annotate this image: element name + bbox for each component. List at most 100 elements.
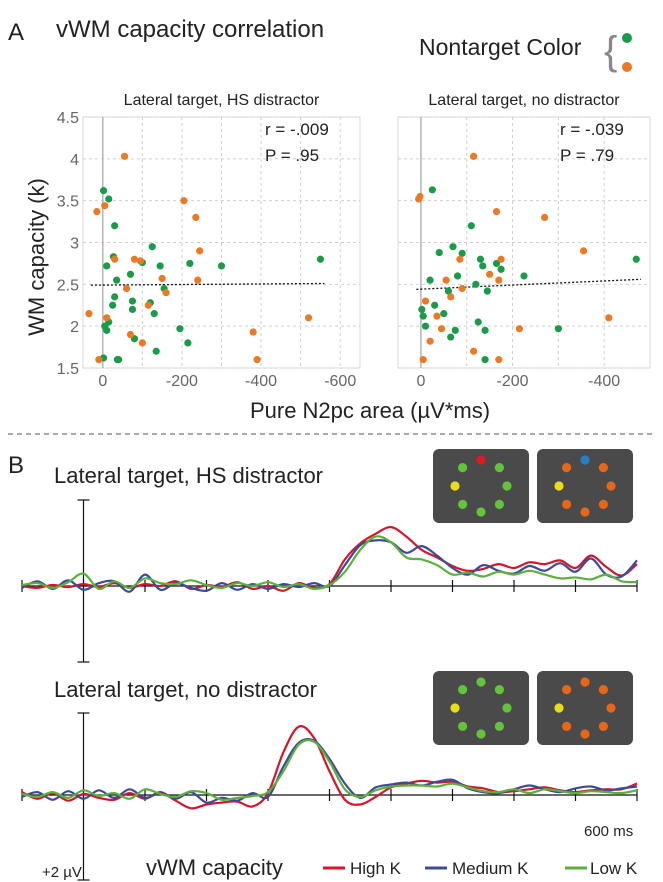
stimulus-dot [494, 499, 504, 509]
scatter-point-green [472, 280, 480, 288]
stat-p: P = .95 [265, 146, 319, 165]
scatter-point-orange [136, 257, 144, 265]
x-axis-label: Pure N2pc area (µV*ms) [250, 398, 490, 423]
scatter-point-orange [437, 325, 446, 333]
stimulus-dot [494, 721, 504, 731]
scatter-point-green [418, 305, 426, 314]
scatter-title: Lateral target, no distractor [428, 92, 620, 109]
y-tick-label: 1.5 [57, 361, 79, 378]
stimulus-dot [562, 463, 572, 473]
scatter-point-green [467, 222, 475, 230]
scatter-point-green [554, 325, 562, 333]
nontarget-color-label: Nontarget Color [419, 34, 582, 60]
scatter-point-orange [470, 152, 478, 160]
scatter-point-orange [495, 356, 503, 364]
erp-title-nodist: Lateral target, no distractor [54, 677, 317, 702]
stimulus-dot [580, 729, 590, 739]
scatter-point-orange [492, 207, 501, 216]
scatter-point-orange [421, 297, 430, 305]
stimulus-dot [450, 481, 460, 491]
scatter-point-green [316, 255, 325, 263]
panel-b-label: B [8, 452, 24, 479]
scatter-point-orange [497, 255, 505, 263]
scatter-point-green [483, 287, 491, 295]
stimulus-dot [580, 677, 590, 687]
stimulus-dot [502, 481, 512, 491]
stimulus-dot [476, 677, 486, 687]
tile-nodist-green [433, 671, 529, 745]
y-tick-label: 2.5 [57, 277, 79, 294]
scatter-point-orange [249, 328, 257, 336]
time-scale-label: 600 ms [584, 823, 633, 840]
scatter-point-orange [192, 213, 200, 221]
scatter-point-orange [541, 213, 549, 221]
scatter-point-orange [95, 356, 103, 364]
stimulus-dot [476, 507, 486, 517]
scatter-point-green [113, 276, 121, 284]
trend-line [90, 282, 325, 286]
scatter-point-orange [495, 276, 503, 284]
stimulus-dot [580, 507, 590, 517]
scatter-title: Lateral target, HS distractor [124, 92, 320, 109]
x-tick-label: 0 [416, 373, 425, 390]
nontarget-green-dot [622, 33, 632, 43]
scatter-point-green [128, 305, 137, 314]
scatter-point-orange [111, 255, 119, 263]
scatter-point-green [186, 259, 194, 268]
scatter-point-green [444, 287, 452, 295]
stimulus-dot [598, 721, 608, 731]
x-tick-label: -600 [324, 373, 356, 390]
nontarget-orange-dot [622, 62, 632, 72]
scatter-point-green [419, 312, 427, 320]
scatter-point-orange [138, 339, 146, 347]
panel-a-label: A [8, 19, 24, 46]
scatter-point-green [111, 222, 119, 230]
scatter-point-green [426, 276, 434, 284]
scatter-point-green [148, 243, 156, 251]
erp-no-distractor [21, 712, 638, 881]
tile-background [433, 449, 529, 523]
stat-p: P = .79 [560, 146, 614, 165]
x-tick-label: -400 [245, 373, 277, 390]
scatter-point-orange [447, 293, 455, 301]
scatter-point-orange [442, 276, 450, 284]
scatter-point-orange [162, 289, 170, 297]
erp-title-hs: Lateral target, HS distractor [54, 463, 323, 488]
stimulus-dot [606, 481, 616, 491]
scatter-point-green [176, 325, 184, 333]
y-tick-label: 4.5 [57, 110, 79, 127]
scatter-point-green [109, 301, 117, 309]
scatter-point-green [111, 293, 119, 301]
legend-high-k: High K [350, 859, 402, 878]
scatter-point-orange [416, 192, 424, 201]
stimulus-dot [458, 463, 468, 473]
scatter-point-orange [194, 276, 202, 284]
scatter-point-orange [470, 347, 478, 355]
scatter-point-green [481, 326, 489, 334]
scatter-point-green [99, 187, 108, 195]
stimulus-dot [562, 499, 572, 509]
scatter-point-orange [180, 197, 188, 205]
scatter-point-green [128, 297, 137, 305]
scatter-point-green [492, 259, 501, 268]
stimulus-dot [458, 721, 468, 731]
scatter-point-orange [85, 310, 93, 318]
scatter-point-green [105, 195, 113, 203]
scatter-point-orange [579, 247, 588, 255]
legend-medium-k: Medium K [452, 859, 529, 878]
scatter-point-orange [456, 255, 464, 263]
scatter-point-green [497, 265, 505, 273]
tile-hs-green [433, 449, 529, 523]
scatter-point-green [453, 272, 462, 280]
stimulus-dot [598, 463, 608, 473]
stimulus-dot [476, 729, 486, 739]
scatter-point-orange [458, 284, 466, 293]
scatter-point-green [431, 301, 439, 309]
scatter-point-orange [196, 247, 204, 255]
scatter-point-orange [144, 301, 152, 309]
legend-title: vWM capacity [146, 855, 283, 880]
erp-line-low-k [21, 739, 638, 802]
stat-r: r = -.039 [560, 120, 624, 139]
panel-a-title: vWM capacity correlation [56, 16, 324, 43]
x-tick-label: -200 [497, 373, 529, 390]
